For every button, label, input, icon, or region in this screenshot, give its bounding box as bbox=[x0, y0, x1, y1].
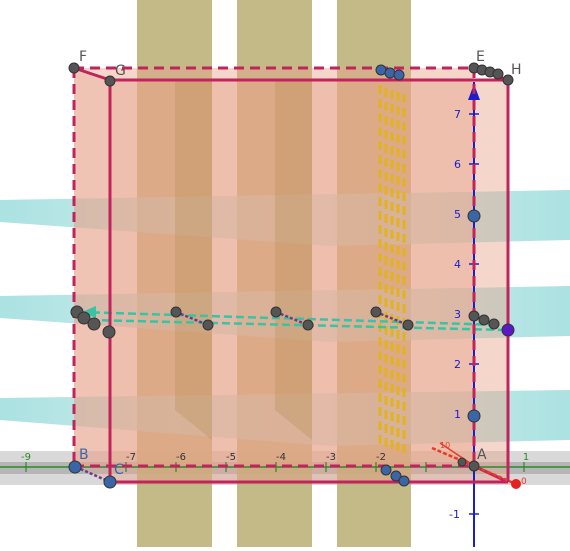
z-tick-3: 3 bbox=[454, 308, 461, 321]
point-G[interactable] bbox=[104, 75, 116, 87]
x-tick-neg3: -3 bbox=[326, 452, 336, 463]
label-G: G bbox=[115, 63, 126, 79]
label-B: B bbox=[79, 447, 89, 463]
point-z1[interactable] bbox=[467, 409, 481, 423]
label-A: A bbox=[477, 447, 487, 463]
z-tick-2: 2 bbox=[454, 358, 461, 371]
point-C[interactable] bbox=[103, 475, 117, 489]
z-tick-neg1: -1 bbox=[449, 508, 460, 521]
points[interactable] bbox=[68, 62, 515, 489]
point-top-mid-3[interactable] bbox=[393, 69, 405, 81]
point-A[interactable] bbox=[468, 460, 480, 472]
point-right-purple[interactable] bbox=[501, 323, 515, 337]
point-B[interactable] bbox=[68, 460, 82, 474]
yellow-bars bbox=[378, 85, 406, 458]
point-right-1[interactable] bbox=[468, 310, 480, 322]
point-s2b[interactable] bbox=[302, 319, 314, 331]
z-tick-5: 5 bbox=[454, 208, 461, 221]
point-s2a[interactable] bbox=[270, 306, 282, 318]
label-F: F bbox=[79, 49, 87, 65]
point-left-4[interactable] bbox=[102, 325, 116, 339]
point-F[interactable] bbox=[68, 62, 80, 74]
z-tick-7: 7 bbox=[454, 108, 461, 121]
label-H: H bbox=[511, 62, 522, 78]
z-tick-1: 1 bbox=[454, 408, 461, 421]
vertical-planes bbox=[137, 0, 411, 547]
point-bottom-mid-3[interactable] bbox=[398, 475, 410, 487]
box-solid[interactable] bbox=[74, 68, 508, 482]
point-top-mid-1[interactable] bbox=[375, 64, 387, 76]
x-tick-neg4: -4 bbox=[276, 452, 286, 463]
x-tick-neg2: -2 bbox=[376, 452, 386, 463]
point-top-mid-2[interactable] bbox=[384, 67, 396, 79]
label-C: C bbox=[114, 462, 124, 478]
label-E: E bbox=[476, 49, 485, 65]
point-z5[interactable] bbox=[467, 209, 481, 223]
point-left-2[interactable] bbox=[77, 311, 91, 325]
z-tick-4: 4 bbox=[454, 258, 461, 271]
x-tick-neg9: -9 bbox=[21, 452, 31, 463]
point-left-3[interactable] bbox=[87, 317, 101, 331]
point-right-3[interactable] bbox=[488, 318, 500, 330]
point-bottom-small[interactable] bbox=[457, 457, 467, 467]
point-s1a[interactable] bbox=[170, 306, 182, 318]
point-H-cluster-3[interactable] bbox=[492, 68, 504, 80]
red-label-zero: 0 bbox=[521, 477, 527, 487]
x-tick-neg7: -7 bbox=[126, 452, 136, 463]
point-bottom-mid-2[interactable] bbox=[390, 470, 402, 482]
point-bottom-mid-1[interactable] bbox=[380, 464, 392, 476]
box-edges[interactable] bbox=[72, 66, 510, 484]
point-right-2[interactable] bbox=[478, 314, 490, 326]
point-H[interactable] bbox=[502, 74, 514, 86]
point-s3a[interactable] bbox=[370, 306, 382, 318]
point-s3b[interactable] bbox=[402, 319, 414, 331]
point-s1b[interactable] bbox=[202, 319, 214, 331]
x-tick-neg5: -5 bbox=[226, 452, 236, 463]
x-tick-neg6: -6 bbox=[176, 452, 186, 463]
x-tick-1: 1 bbox=[523, 452, 529, 463]
vertex-labels: F G E H A B C bbox=[79, 49, 522, 478]
z-tick-6: 6 bbox=[454, 158, 461, 171]
red-label-small: 10 bbox=[440, 441, 450, 450]
